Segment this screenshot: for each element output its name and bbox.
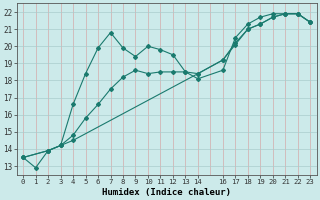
X-axis label: Humidex (Indice chaleur): Humidex (Indice chaleur) xyxy=(102,188,231,197)
